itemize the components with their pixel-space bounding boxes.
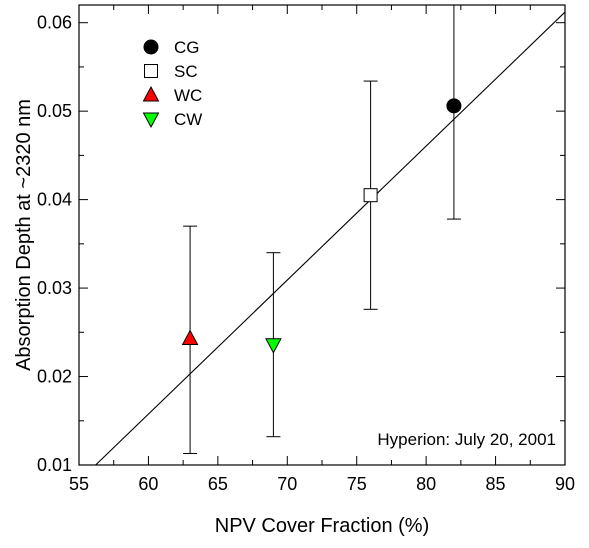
legend-marker-cw — [142, 112, 160, 129]
legend-marker-cg — [143, 39, 159, 55]
y-axis-label: Absorption Depth at ~2320 nm — [13, 99, 35, 371]
point-cw — [265, 338, 282, 354]
legend-label-wc: WC — [174, 86, 202, 105]
annotation-text: Hyperion: July 20, 2001 — [377, 430, 556, 449]
legend-label-sc: SC — [174, 62, 198, 81]
y-tick-label-2: 0.03 — [37, 278, 72, 298]
y-tick-label-5: 0.06 — [37, 13, 72, 33]
x-tick-label-5: 80 — [416, 474, 436, 494]
x-tick-label-1: 60 — [138, 474, 158, 494]
x-tick-label-3: 70 — [277, 474, 297, 494]
x-axis-label: NPV Cover Fraction (%) — [215, 515, 430, 537]
legend: CG SC WC CW — [142, 38, 202, 129]
tick-labels: 55 60 65 70 75 80 85 90 0.01 0.02 0.03 0.04 0.05 0.06 — [37, 13, 575, 494]
legend-label-cg: CG — [174, 38, 200, 57]
y-tick-label-4: 0.05 — [37, 101, 72, 121]
data-points — [181, 98, 462, 354]
fit-line — [95, 11, 566, 466]
legend-marker-sc — [144, 64, 158, 78]
x-tick-label-0: 55 — [69, 474, 89, 494]
x-tick-label-4: 75 — [347, 474, 367, 494]
point-wc — [181, 329, 199, 345]
y-tick-label-0: 0.01 — [37, 455, 72, 475]
legend-label-cw: CW — [174, 110, 202, 129]
axis-ticks — [78, 5, 566, 466]
fit-line-group — [95, 11, 566, 466]
point-cg — [446, 98, 462, 114]
y-tick-label-1: 0.02 — [37, 367, 72, 387]
x-tick-label-2: 65 — [208, 474, 228, 494]
legend-marker-wc — [142, 85, 160, 102]
y-tick-label-3: 0.04 — [37, 190, 72, 210]
x-tick-label-6: 85 — [486, 474, 506, 494]
point-sc — [363, 188, 378, 203]
error-bars — [183, 5, 461, 454]
x-tick-label-7: 90 — [555, 474, 575, 494]
